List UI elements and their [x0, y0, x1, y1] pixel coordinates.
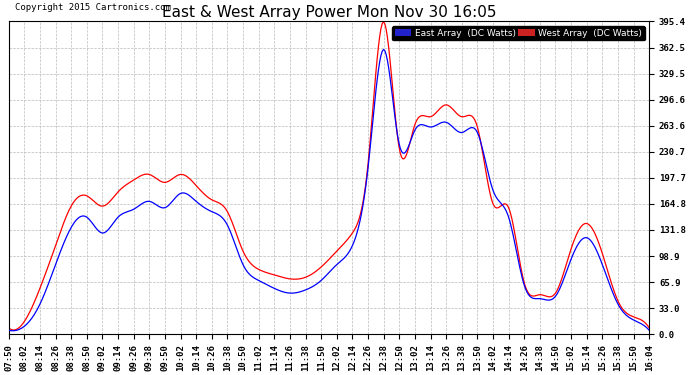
Title: East & West Array Power Mon Nov 30 16:05: East & West Array Power Mon Nov 30 16:05 [161, 5, 496, 20]
Text: Copyright 2015 Cartronics.com: Copyright 2015 Cartronics.com [15, 3, 171, 12]
Legend: East Array  (DC Watts), West Array  (DC Watts): East Array (DC Watts), West Array (DC Wa… [392, 26, 644, 40]
